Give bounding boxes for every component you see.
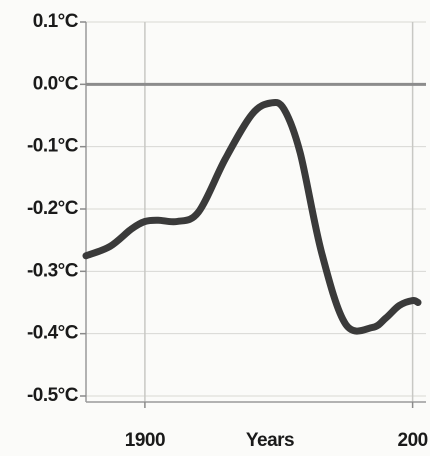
x-axis-label: Years <box>246 430 294 451</box>
y-tick-label: -0.3°C <box>27 260 79 281</box>
y-tick-label: -0.1°C <box>27 136 79 157</box>
y-tick-label: -0.5°C <box>27 385 79 406</box>
series-line <box>82 98 422 335</box>
y-tick-label: 0.1°C <box>33 11 79 32</box>
y-tick-label: 0.0°C <box>33 73 79 94</box>
series-group <box>82 98 422 335</box>
grid <box>86 21 426 402</box>
y-tick-label: -0.2°C <box>27 198 79 219</box>
x-tick-label: 1900 <box>125 430 165 451</box>
x-tick-label: 200 <box>398 430 428 451</box>
y-axis-ticks: 0.1°C 0.0°C -0.1°C -0.2°C -0.3°C -0.4°C -0.5°C <box>27 11 86 406</box>
x-axis-ticks: 1900 200 <box>125 402 428 451</box>
y-tick-label: -0.4°C <box>27 323 79 344</box>
